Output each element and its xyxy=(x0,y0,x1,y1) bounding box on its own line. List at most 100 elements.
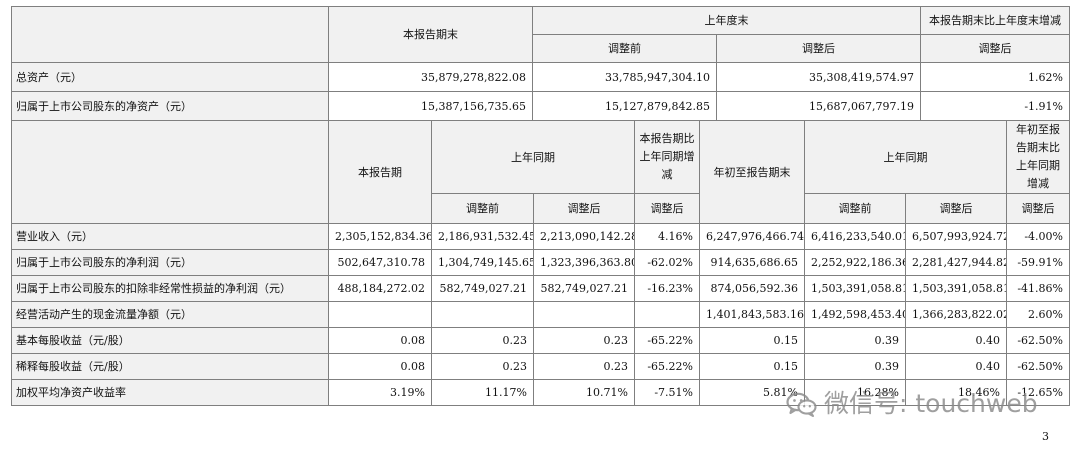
ytd-value: 874,056,592.36 xyxy=(699,275,805,302)
current-period-end-value: 15,387,156,735.65 xyxy=(328,91,533,121)
current-period-value: 488,184,272.02 xyxy=(328,275,432,302)
top-change-header: 本报告期末比上年度末增减 xyxy=(920,6,1070,35)
balance-summary-table: 本报告期末 上年度末 本报告期末比上年度末增减 调整前 调整后 调整后 总资产（… xyxy=(11,6,1070,121)
current-period-value: 2,305,152,834.36 xyxy=(328,223,432,250)
bottom-ytd-header: 年初至报告期末 xyxy=(699,120,805,224)
bottom-table-row: 归属于上市公司股东的扣除非经常性损益的净利润（元） 488,184,272.02… xyxy=(11,275,1070,302)
bottom-current-period-header: 本报告期 xyxy=(328,120,432,224)
prior-after-value xyxy=(533,301,635,328)
prior-after-value: 2,213,090,142.28 xyxy=(533,223,635,250)
row-label: 归属于上市公司股东的净资产（元） xyxy=(11,91,329,121)
row-label: 经营活动产生的现金流量净额（元） xyxy=(11,301,329,328)
prior-before-value: 0.23 xyxy=(431,327,534,354)
page-number: 3 xyxy=(1042,430,1049,443)
prior-before-value xyxy=(431,301,534,328)
change-value: -65.22% xyxy=(634,327,700,354)
top-table-row: 归属于上市公司股东的净资产（元） 15,387,156,735.65 15,12… xyxy=(11,91,1070,121)
ytd-value: 0.15 xyxy=(699,353,805,380)
top-after-adjustment-header: 调整后 xyxy=(716,34,921,63)
ytd-prior-before-value: 0.39 xyxy=(804,327,906,354)
ytd-change-value: -4.00% xyxy=(1006,223,1070,250)
prior-before-value: 0.23 xyxy=(431,353,534,380)
prior-after-value: 1,323,396,363.80 xyxy=(533,249,635,276)
current-period-value: 3.19% xyxy=(328,379,432,406)
ytd-change-value: -62.50% xyxy=(1006,353,1070,380)
bottom-same-period-last-year-header: 上年同期 xyxy=(431,120,635,194)
top-current-period-end-header: 本报告期末 xyxy=(328,6,533,63)
ytd-prior-before-value: 16.28% xyxy=(804,379,906,406)
ytd-prior-after-value: 6,507,993,924.72 xyxy=(905,223,1007,250)
ytd-change-value: -41.86% xyxy=(1006,275,1070,302)
bottom-current-change-header: 本报告期比上年同期增减 xyxy=(634,120,700,194)
prior-before-value: 582,749,027.21 xyxy=(431,275,534,302)
change-value: -65.22% xyxy=(634,353,700,380)
prior-after-value: 10.71% xyxy=(533,379,635,406)
bottom-table-row: 稀释每股收益（元/股） 0.08 0.23 0.23 -65.22% 0.15 … xyxy=(11,353,1070,380)
bottom-ytd-same-period-last-year-header: 上年同期 xyxy=(804,120,1007,194)
bottom-table-row: 加权平均净资产收益率 3.19% 11.17% 10.71% -7.51% 5.… xyxy=(11,379,1070,406)
bottom-table-row: 经营活动产生的现金流量净额（元） 1,401,843,583.16 1,492,… xyxy=(11,301,1070,328)
ytd-change-value: 2.60% xyxy=(1006,301,1070,328)
row-label: 归属于上市公司股东的扣除非经常性损益的净利润（元） xyxy=(11,275,329,302)
current-period-end-value: 35,879,278,822.08 xyxy=(328,62,533,92)
prior-before-value: 15,127,879,842.85 xyxy=(532,91,717,121)
current-period-value: 0.08 xyxy=(328,353,432,380)
ytd-prior-after-value: 2,281,427,944.82 xyxy=(905,249,1007,276)
income-cashflow-table: 本报告期 上年同期 本报告期比上年同期增减 年初至报告期末 上年同期 年初至报告… xyxy=(11,120,1070,406)
bottom-table-row: 基本每股收益（元/股） 0.08 0.23 0.23 -65.22% 0.15 … xyxy=(11,327,1070,354)
bottom-table-row: 营业收入（元） 2,305,152,834.36 2,186,931,532.4… xyxy=(11,223,1070,250)
change-value: -1.91% xyxy=(920,91,1070,121)
bottom-current-change-after-header: 调整后 xyxy=(634,193,700,224)
ytd-prior-before-value: 1,492,598,453.40 xyxy=(804,301,906,328)
top-table-row: 总资产（元） 35,879,278,822.08 33,785,947,304.… xyxy=(11,62,1070,92)
prior-after-value: 0.23 xyxy=(533,327,635,354)
ytd-prior-after-value: 1,503,391,058.81 xyxy=(905,275,1007,302)
ytd-value: 0.15 xyxy=(699,327,805,354)
bottom-ytd-before-adjustment-header: 调整前 xyxy=(804,193,906,224)
prior-before-value: 33,785,947,304.10 xyxy=(532,62,717,92)
bottom-ytd-after-adjustment-header: 调整后 xyxy=(905,193,1007,224)
prior-after-value: 0.23 xyxy=(533,353,635,380)
ytd-prior-before-value: 6,416,233,540.01 xyxy=(804,223,906,250)
ytd-change-value: -59.91% xyxy=(1006,249,1070,276)
current-period-value xyxy=(328,301,432,328)
bottom-ytd-change-header: 年初至报告期末比上年同期增减 xyxy=(1006,120,1070,194)
bottom-table-row: 归属于上市公司股东的净利润（元） 502,647,310.78 1,304,74… xyxy=(11,249,1070,276)
ytd-prior-after-value: 0.40 xyxy=(905,353,1007,380)
current-period-value: 502,647,310.78 xyxy=(328,249,432,276)
current-period-value: 0.08 xyxy=(328,327,432,354)
ytd-prior-after-value: 0.40 xyxy=(905,327,1007,354)
prior-after-value: 35,308,419,574.97 xyxy=(716,62,921,92)
top-prior-year-end-header: 上年度末 xyxy=(532,6,921,35)
row-label: 归属于上市公司股东的净利润（元） xyxy=(11,249,329,276)
row-label: 加权平均净资产收益率 xyxy=(11,379,329,406)
ytd-value: 6,247,976,466.74 xyxy=(699,223,805,250)
ytd-prior-before-value: 0.39 xyxy=(804,353,906,380)
row-label: 总资产（元） xyxy=(11,62,329,92)
change-value: -16.23% xyxy=(634,275,700,302)
ytd-change-value: -12.65% xyxy=(1006,379,1070,406)
bottom-before-adjustment-header: 调整前 xyxy=(431,193,534,224)
ytd-value: 5.81% xyxy=(699,379,805,406)
row-label: 营业收入（元） xyxy=(11,223,329,250)
prior-after-value: 582,749,027.21 xyxy=(533,275,635,302)
row-label: 基本每股收益（元/股） xyxy=(11,327,329,354)
change-value: 1.62% xyxy=(920,62,1070,92)
change-value: -62.02% xyxy=(634,249,700,276)
bottom-after-adjustment-header: 调整后 xyxy=(533,193,635,224)
change-value: 4.16% xyxy=(634,223,700,250)
ytd-value: 914,635,686.65 xyxy=(699,249,805,276)
prior-before-value: 1,304,749,145.65 xyxy=(431,249,534,276)
bottom-ytd-change-after-header: 调整后 xyxy=(1006,193,1070,224)
top-change-after-adjustment-header: 调整后 xyxy=(920,34,1070,63)
change-value: -7.51% xyxy=(634,379,700,406)
financial-report-sheet: 本报告期末 上年度末 本报告期末比上年度末增减 调整前 调整后 调整后 总资产（… xyxy=(11,6,1070,406)
ytd-value: 1,401,843,583.16 xyxy=(699,301,805,328)
top-before-adjustment-header: 调整前 xyxy=(532,34,717,63)
bottom-blank-header xyxy=(11,120,329,224)
ytd-prior-after-value: 18.46% xyxy=(905,379,1007,406)
change-value xyxy=(634,301,700,328)
ytd-prior-before-value: 2,252,922,186.36 xyxy=(804,249,906,276)
ytd-change-value: -62.50% xyxy=(1006,327,1070,354)
prior-after-value: 15,687,067,797.19 xyxy=(716,91,921,121)
